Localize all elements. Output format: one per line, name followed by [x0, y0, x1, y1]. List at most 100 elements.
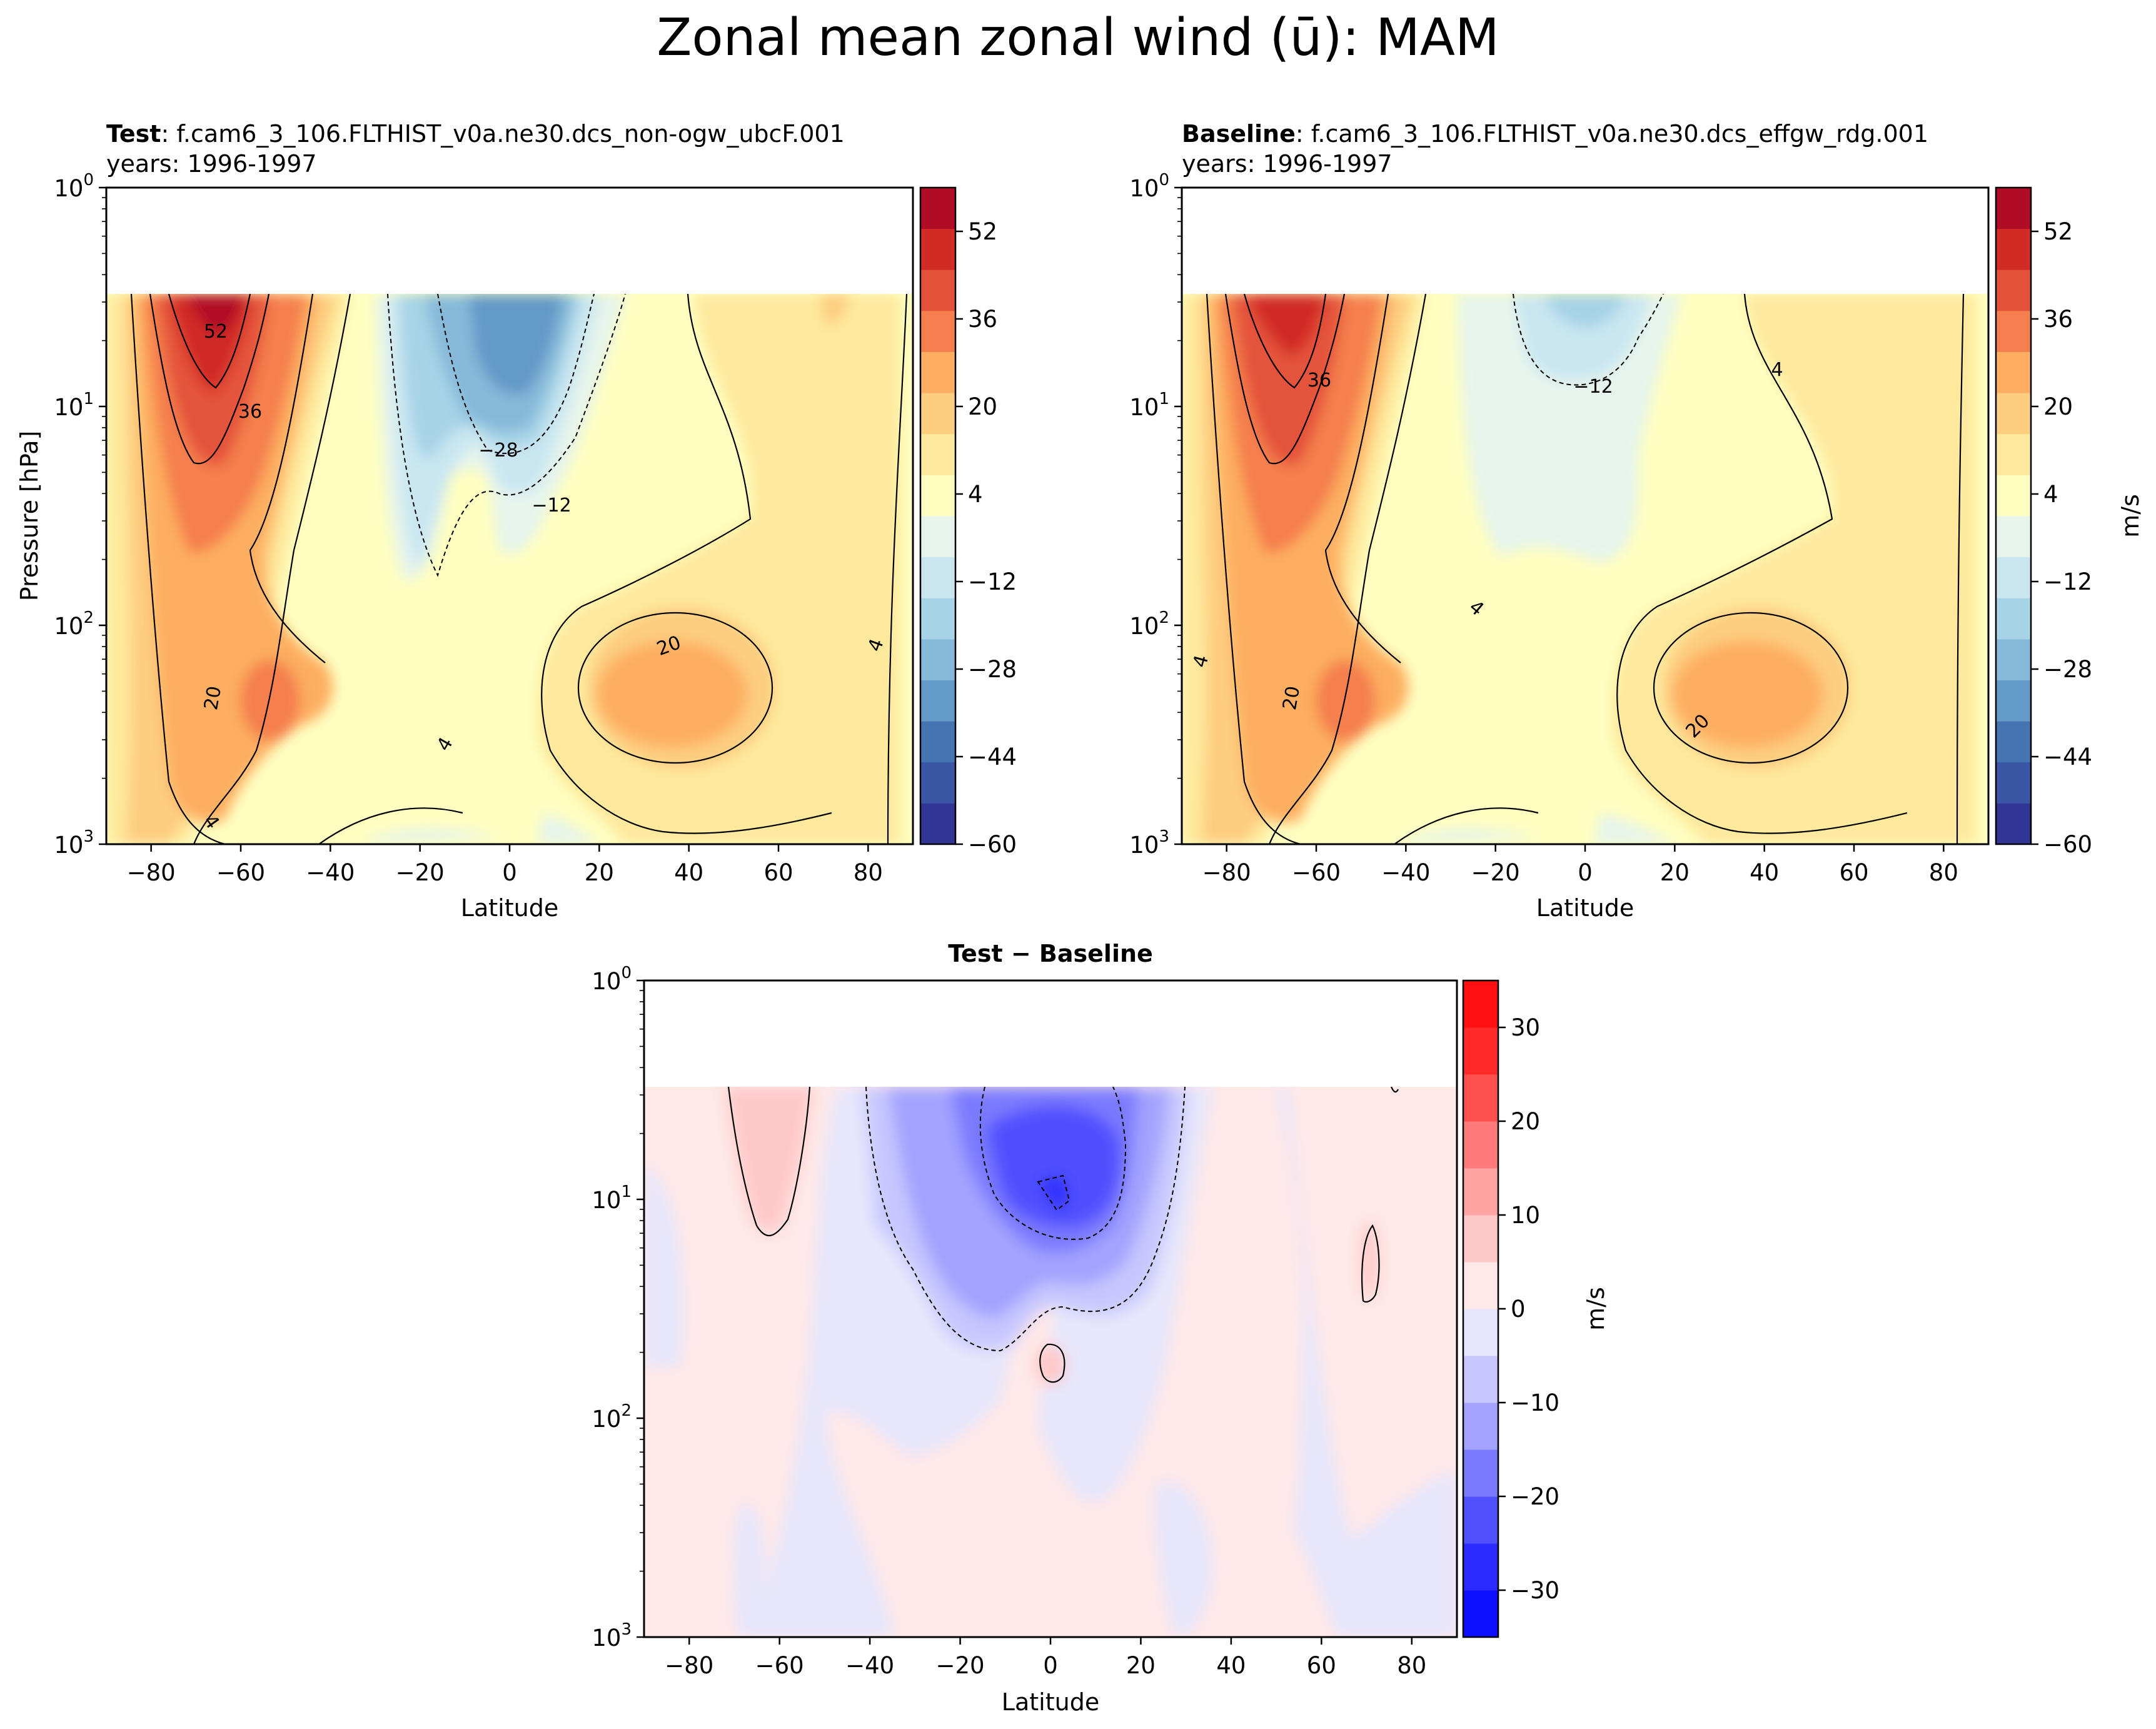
- baseline-contour-fill: [1182, 294, 1988, 844]
- x-tick-label: 0: [502, 859, 517, 886]
- test-title-bold: Test: [106, 120, 161, 148]
- colorbar-tick-label: −20: [1511, 1483, 1559, 1510]
- test-ylabel: Pressure [hPa]: [16, 431, 43, 602]
- test-xlabel: Latitude: [461, 894, 558, 922]
- colorbar-tick-label: −60: [2043, 831, 2092, 858]
- colorbar-frame: [1995, 186, 2032, 845]
- colorbar-level: [1996, 228, 2031, 270]
- baseline-colorbar-label: m/s: [2117, 494, 2144, 538]
- x-tick-label: −20: [1471, 859, 1520, 886]
- test-title-case: : f.cam6_3_106.FLTHIST_v0a.ne30.dcs_non-…: [161, 120, 844, 148]
- colorbar-level: [1996, 433, 2031, 475]
- colorbar-level: [1463, 1590, 1498, 1638]
- baseline-title-case: : f.cam6_3_106.FLTHIST_v0a.ne30.dcs_effg…: [1296, 120, 1928, 148]
- colorbar-level: [1996, 721, 2031, 763]
- colorbar-level: [1996, 393, 2031, 435]
- colorbar-tick-label: −28: [2043, 656, 2092, 683]
- x-tick-label: 20: [1126, 1652, 1156, 1679]
- y-tick-label: 101: [1129, 390, 1169, 421]
- y-tick-label: 102: [1129, 608, 1169, 640]
- x-tick-label: 60: [1307, 1652, 1336, 1679]
- contour-label: 4: [1771, 359, 1783, 381]
- contour-label: 36: [238, 401, 262, 423]
- colorbar-tick-label: 36: [968, 306, 997, 333]
- contour-label: 20: [200, 685, 226, 712]
- colorbar-level: [1463, 1356, 1498, 1403]
- y-tick-label: 103: [54, 827, 94, 859]
- colorbar-level: [920, 762, 955, 804]
- colorbar-level: [1463, 1543, 1498, 1591]
- y-tick-label: 100: [1129, 171, 1169, 202]
- colorbar-level: [1996, 310, 2031, 352]
- difference-y-ticks: 100 101 102 103: [592, 964, 644, 1651]
- test-years: years: 1996-1997: [106, 150, 317, 178]
- difference-colorbar-label: m/s: [1582, 1287, 1609, 1331]
- difference-title: Test − Baseline: [948, 940, 1153, 967]
- colorbar-level: [920, 638, 955, 680]
- colorbar-frame: [919, 186, 957, 845]
- x-tick-label: −40: [845, 1652, 894, 1679]
- colorbar-tick-label: 4: [2043, 481, 2058, 508]
- test-y-ticks: 100 101 102 103: [54, 171, 106, 859]
- y-tick-label: 100: [592, 964, 632, 995]
- colorbar-level: [1463, 1215, 1498, 1263]
- x-tick-label: 80: [1397, 1652, 1426, 1679]
- baseline-xlabel: Latitude: [1536, 894, 1634, 922]
- colorbar-tick-label: −12: [2043, 568, 2092, 595]
- colorbar-level: [920, 557, 955, 598]
- colorbar-level: [1463, 1403, 1498, 1450]
- contour-label: 52: [204, 321, 228, 343]
- colorbar-level: [1463, 1496, 1498, 1544]
- baseline-colorbar: 52 36 20 4 −12 −28 −44 −60: [1995, 186, 2092, 858]
- x-tick-label: −40: [1381, 859, 1430, 886]
- colorbar-level: [1996, 638, 2031, 680]
- x-tick-label: 40: [674, 859, 703, 886]
- x-tick-label: 40: [1750, 859, 1779, 886]
- colorbar-level: [920, 721, 955, 763]
- baseline-title: Baseline: f.cam6_3_106.FLTHIST_v0a.ne30.…: [1182, 120, 1928, 148]
- colorbar-tick-label: −10: [1511, 1389, 1559, 1416]
- difference-colorbar: 30 20 10 0 −10 −20 −30: [1462, 979, 1559, 1638]
- test-panel: Test: f.cam6_3_106.FLTHIST_v0a.ne30.dcs_…: [16, 120, 1017, 922]
- colorbar-level: [920, 351, 955, 393]
- colorbar-tick-label: 20: [2043, 393, 2073, 420]
- test-colorbar: 52 36 20 4 −12 −28 −44 −60: [919, 186, 1017, 858]
- y-tick-label: 101: [592, 1182, 632, 1214]
- x-tick-label: −60: [755, 1652, 804, 1679]
- x-tick-label: −80: [127, 859, 176, 886]
- colorbar-tick-label: 30: [1511, 1014, 1540, 1041]
- baseline-title-bold: Baseline: [1182, 120, 1296, 148]
- x-tick-label: 40: [1216, 1652, 1246, 1679]
- test-x-ticks: −80 −60 −40 −20 0 20 40 60 80: [127, 844, 883, 886]
- suptitle: Zonal mean zonal wind (ū): MAM: [657, 8, 1499, 68]
- baseline-y-ticks: 100 101 102 103: [1129, 171, 1182, 859]
- baseline-panel: Baseline: f.cam6_3_106.FLTHIST_v0a.ne30.…: [1129, 120, 2144, 922]
- colorbar-level: [1463, 1027, 1498, 1075]
- colorbar-level: [920, 188, 955, 229]
- x-tick-label: 60: [1839, 859, 1868, 886]
- colorbar-level: [1463, 1449, 1498, 1497]
- colorbar-tick-label: −44: [968, 744, 1017, 770]
- contour-label: 20: [1279, 685, 1304, 712]
- colorbar-level: [920, 310, 955, 352]
- x-tick-label: 0: [1043, 1652, 1058, 1679]
- colorbar-level: [1996, 762, 2031, 804]
- colorbar-level: [920, 393, 955, 435]
- contour-label: −12: [531, 495, 571, 517]
- colorbar-tick-label: −30: [1511, 1577, 1559, 1604]
- colorbar-tick-label: −28: [968, 656, 1017, 683]
- colorbar-level: [920, 680, 955, 722]
- difference-xlabel: Latitude: [1002, 1688, 1099, 1716]
- colorbar-level: [1463, 1121, 1498, 1169]
- x-tick-label: −60: [216, 859, 265, 886]
- x-tick-label: 80: [854, 859, 883, 886]
- colorbar-level: [1463, 1262, 1498, 1309]
- colorbar-level: [1996, 475, 2031, 517]
- colorbar-level: [920, 803, 955, 845]
- y-tick-label: 102: [54, 608, 94, 640]
- difference-panel: Test − Baseline: [592, 940, 1609, 1716]
- colorbar-level: [1463, 1074, 1498, 1122]
- colorbar-level: [1463, 980, 1498, 1028]
- colorbar-level: [1996, 680, 2031, 722]
- colorbar-tick-label: 10: [1511, 1202, 1540, 1229]
